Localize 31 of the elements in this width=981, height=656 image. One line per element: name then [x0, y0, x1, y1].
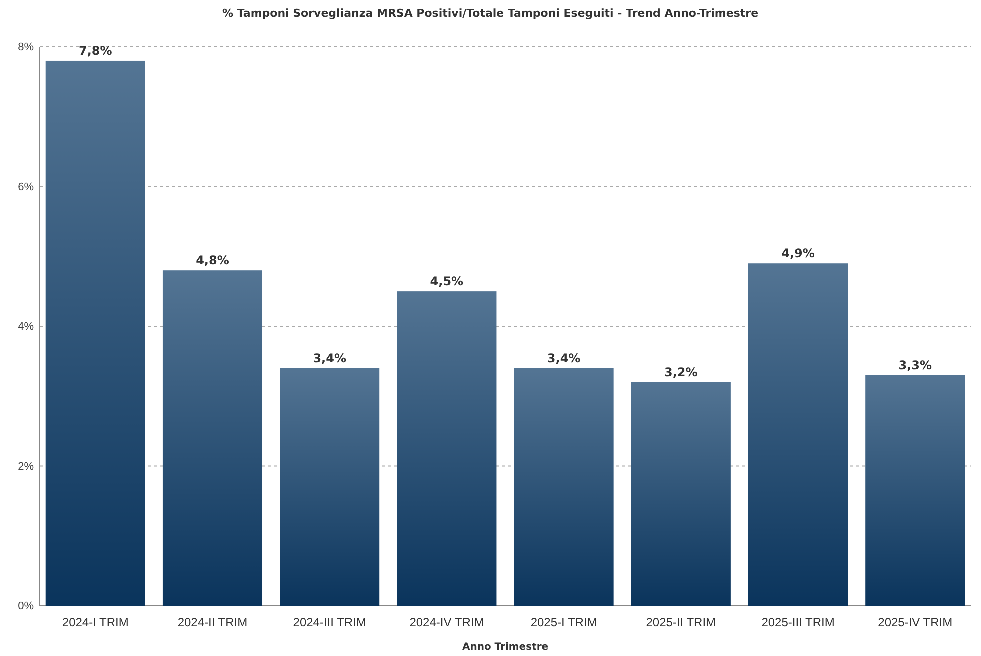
x-tick-label: 2025-I TRIM [530, 616, 598, 630]
data-label: 3,4% [313, 351, 346, 366]
x-tick-label: 2024-III TRIM [293, 616, 366, 630]
bar [397, 292, 497, 606]
y-tick-label: 6% [18, 181, 34, 194]
y-tick-label: 4% [18, 321, 34, 334]
x-axis-title: Anno Trimestre [462, 642, 549, 653]
chart-title: % Tamponi Sorveglianza MRSA Positivi/Totale Tamponi Eseguiti - Trend Anno-Trimestre [222, 7, 759, 20]
x-tick-label: 2025-III TRIM [762, 616, 835, 630]
bar [866, 375, 966, 606]
bar [46, 60, 146, 606]
bar [631, 382, 731, 606]
data-label: 3,4% [547, 351, 581, 366]
bar [748, 264, 848, 606]
x-tick-label: 2025-II TRIM [646, 616, 716, 630]
x-tick-label: 2025-IV TRIM [878, 616, 953, 630]
data-label: 3,2% [664, 365, 698, 380]
bar [514, 368, 614, 606]
data-label: 3,3% [898, 358, 932, 372]
data-label: 4,8% [196, 254, 230, 268]
data-label: 4,9% [782, 246, 815, 261]
x-tick-label: 2024-IV TRIM [410, 616, 484, 630]
y-tick-label: 0% [18, 600, 34, 613]
y-tick-label: 8% [18, 42, 34, 54]
y-tick-label: 2% [18, 460, 34, 473]
x-tick-label: 2024-I TRIM [62, 616, 129, 630]
x-tick-label: 2024-II TRIM [178, 616, 248, 630]
data-label: 4,5% [430, 274, 464, 289]
bar [162, 270, 263, 606]
bar [280, 368, 380, 606]
data-label: 7,8% [78, 44, 112, 58]
